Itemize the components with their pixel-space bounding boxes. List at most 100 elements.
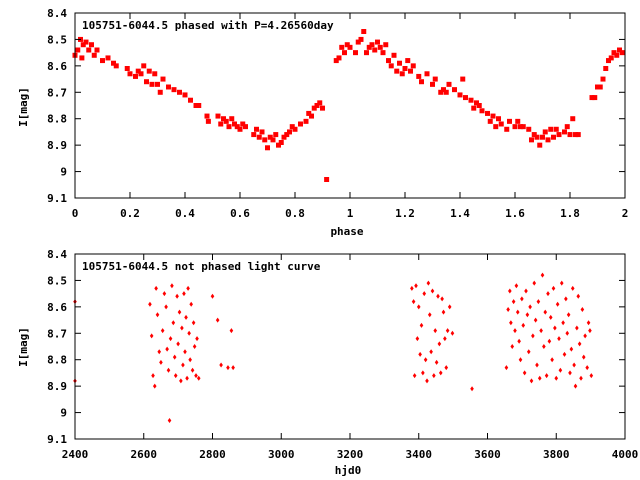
unphased-data-point (437, 341, 442, 347)
unphased-data-point (173, 373, 178, 379)
unphased-data-point (520, 296, 524, 302)
phased-data-point (366, 44, 372, 50)
unphased-data-point (518, 357, 523, 363)
unphased-data-point (219, 362, 223, 368)
unphased-data-point (433, 328, 438, 334)
phased-data-point (218, 121, 224, 127)
phased-data-point (537, 142, 543, 148)
phased-data-point (306, 110, 312, 116)
phased-data-point (424, 71, 430, 77)
unphased-data-point (542, 344, 546, 349)
unphased-data-point (210, 293, 215, 299)
unphased-data-point (418, 351, 422, 357)
unphased-data-point (579, 375, 583, 381)
unphased-x-tick-label: 3600 (474, 448, 501, 461)
unphased-data-point (411, 299, 416, 305)
phased-data-point (377, 44, 383, 50)
phased-data-point (344, 42, 350, 48)
phased-data-point (160, 76, 166, 82)
phased-data-point (146, 68, 152, 74)
unphased-data-point (540, 272, 545, 278)
phased-data-point (526, 126, 532, 132)
unphased-data-point (528, 304, 532, 310)
unphased-data-point (510, 344, 515, 349)
unphased-data-point (194, 373, 198, 379)
phased-data-point (259, 129, 265, 135)
unphased-data-point (430, 288, 435, 294)
phased-data-point (270, 137, 276, 143)
phased-data-point (157, 89, 163, 95)
phased-chart-title: 105751-6044.5 phased with P=4.26560day (82, 19, 334, 32)
unphased-data-point (550, 357, 554, 363)
phased-data-point (507, 118, 512, 124)
phased-data-points (72, 29, 625, 182)
unphased-data-point (226, 365, 230, 371)
unphased-data-point (172, 354, 177, 360)
phased-data-point (333, 58, 339, 64)
phased-data-point (215, 113, 221, 119)
unphased-data-point (415, 336, 420, 342)
unphased-data-point (536, 299, 541, 305)
phased-data-point (553, 126, 559, 132)
unphased-data-point (441, 309, 446, 315)
phased-data-point (531, 132, 537, 138)
phased-data-point (83, 39, 89, 45)
unphased-data-point (554, 375, 559, 381)
phased-data-point (603, 66, 609, 71)
phased-data-point (267, 134, 273, 140)
phased-data-point (166, 84, 171, 90)
phased-data-point (504, 126, 510, 132)
phased-data-point (476, 103, 482, 108)
phased-data-point (355, 39, 361, 45)
phased-data-point (265, 145, 270, 151)
unphased-data-point (444, 365, 449, 371)
phased-data-point (570, 116, 576, 122)
unphased-data-point (188, 357, 192, 363)
phased-y-tick-label: 8.6 (47, 60, 67, 73)
phased-data-point (79, 55, 85, 61)
phased-data-point (237, 126, 243, 132)
phased-data-point (177, 89, 182, 95)
unphased-data-point (179, 378, 183, 384)
unphased-data-point (557, 336, 561, 342)
unphased-data-point (585, 365, 589, 371)
unphased-x-tick-label: 3400 (406, 448, 433, 461)
unphased-data-point (427, 312, 432, 318)
phased-data-point (281, 134, 287, 140)
phased-data-point (284, 132, 290, 138)
phased-data-point (196, 103, 202, 108)
phased-data-point (287, 129, 292, 135)
phased-data-point (397, 60, 402, 66)
phased-data-point (127, 71, 133, 77)
phased-data-point (320, 105, 325, 111)
unphased-data-point (533, 317, 538, 323)
phased-data-point (292, 126, 298, 132)
unphased-data-point (229, 328, 234, 334)
phased-data-point (399, 71, 405, 77)
phased-x-tick-label: 0.2 (120, 207, 140, 220)
phased-data-point (512, 124, 518, 130)
unphased-data-point (436, 293, 440, 299)
unphased-data-point (543, 309, 548, 315)
phased-data-point (391, 52, 397, 58)
phased-data-point (278, 140, 284, 145)
phased-data-point (457, 92, 463, 98)
phased-data-point (204, 113, 210, 119)
phased-data-point (324, 177, 330, 182)
unphased-y-tick-label: 8.4 (47, 248, 67, 261)
unphased-data-point (532, 280, 537, 286)
phased-data-point (498, 121, 504, 127)
phased-data-point (80, 42, 86, 48)
unphased-data-point (149, 333, 154, 339)
phased-data-point (243, 124, 248, 130)
unphased-x-tick-label: 2400 (62, 448, 89, 461)
phased-data-point (608, 55, 614, 61)
unphased-y-tick-label: 8.6 (47, 301, 67, 314)
unphased-data-point (187, 330, 191, 336)
phased-data-point (124, 66, 130, 71)
unphased-y-tick-label: 8.7 (47, 327, 67, 340)
unphased-data-point (575, 325, 579, 331)
phased-data-point (375, 39, 380, 45)
phased-data-point (463, 95, 468, 101)
unphased-data-point (555, 301, 560, 307)
